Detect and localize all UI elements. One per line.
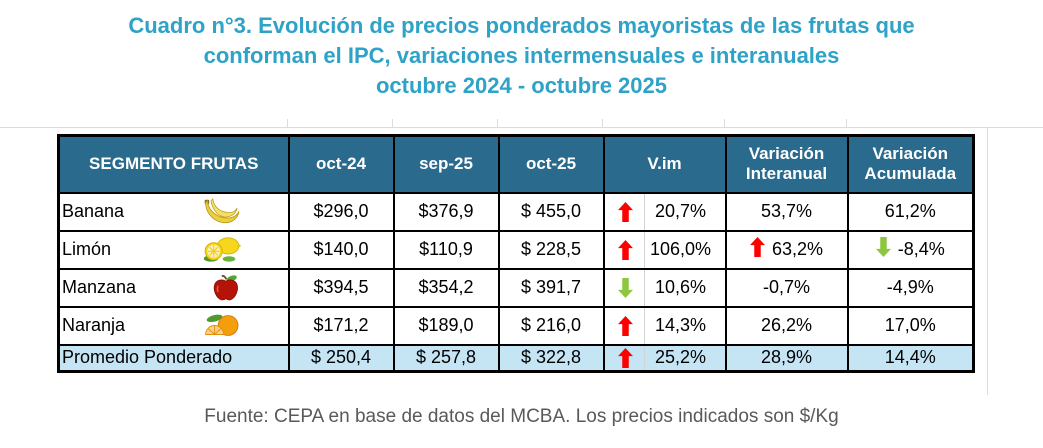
segment-cell: Banana <box>57 191 290 232</box>
price-cell: $ 322,8 <box>497 343 605 373</box>
orange-icon <box>202 312 242 339</box>
price-cell: $ 216,0 <box>497 305 605 346</box>
segment-name: Promedio Ponderado <box>62 347 233 368</box>
vim-value: 10,6% <box>654 277 707 297</box>
page-title: Cuadro n°3. Evolución de precios pondera… <box>0 11 1043 101</box>
price-cell: $171,2 <box>287 305 395 346</box>
price-cell: $394,5 <box>287 267 395 308</box>
segment-name: Banana <box>62 201 125 221</box>
segment-name: Limón <box>62 239 112 259</box>
variation-cell: 53,7% <box>724 191 849 232</box>
trend-up-icon <box>749 235 765 264</box>
spreadsheet-gridline <box>392 119 393 127</box>
spreadsheet-gridline <box>724 119 725 127</box>
variation-cell: 17,0% <box>846 305 975 346</box>
column-header: oct-24 <box>287 134 395 194</box>
prices-table: SEGMENTO FRUTAS oct-24 sep-25 oct-25 V.im Var… <box>57 134 975 373</box>
segment-cell: Naranja <box>57 305 290 346</box>
column-header: V.im <box>602 134 727 194</box>
trend-down-icon <box>875 235 891 264</box>
trend-up-icon <box>607 308 645 343</box>
column-header: Variación Interanual <box>724 134 849 194</box>
column-header: SEGMENTO FRUTAS <box>57 134 290 194</box>
table-row: Manzana $394,5 $354,2 $ 391,7 10,6% -0,7% -4,9… <box>57 267 975 308</box>
apple-icon <box>211 274 242 301</box>
vim-cell: 14,3% <box>602 305 727 346</box>
segment-cell: Promedio Ponderado <box>57 343 290 373</box>
trend-up-icon <box>607 194 645 229</box>
segment-name: Manzana <box>62 277 137 297</box>
variation-cell: 28,9% <box>724 343 849 373</box>
price-cell: $ 250,4 <box>287 343 395 373</box>
variation-cell: 26,2% <box>724 305 849 346</box>
title-line-3: octubre 2024 - octubre 2025 <box>375 73 667 98</box>
lemon-icon <box>202 236 242 263</box>
spreadsheet-gridline <box>0 127 1043 128</box>
variation-cell: -8,4% <box>846 229 975 270</box>
variation-cell: 14,4% <box>846 343 975 373</box>
price-cell: $110,9 <box>392 229 500 270</box>
table-header-row: SEGMENTO FRUTAS oct-24 sep-25 oct-25 V.im Var… <box>57 134 975 194</box>
price-cell: $354,2 <box>392 267 500 308</box>
spreadsheet-gridline <box>602 119 603 127</box>
spreadsheet-gridline <box>287 119 288 127</box>
spreadsheet-gridline <box>846 119 847 127</box>
trend-up-icon <box>607 232 645 267</box>
vim-value: 14,3% <box>654 315 707 335</box>
spreadsheet-gridline <box>497 119 498 127</box>
price-cell: $296,0 <box>287 191 395 232</box>
banana-icon <box>202 198 242 225</box>
segment-cell: Manzana <box>57 267 290 308</box>
vim-cell: 25,2% <box>602 343 727 373</box>
variation-cell: -0,7% <box>724 267 849 308</box>
variation-cell: 63,2% <box>724 229 849 270</box>
price-cell: $ 228,5 <box>497 229 605 270</box>
variation-value: -8,4% <box>897 239 945 259</box>
vim-value: 106,0% <box>649 239 712 259</box>
vim-cell: 10,6% <box>602 267 727 308</box>
table-row: Naranja $171,2 $189,0 $ 216,0 14,3% 26,2% 17,0… <box>57 305 975 346</box>
column-header: oct-25 <box>497 134 605 194</box>
summary-row: Promedio Ponderado $ 250,4 $ 257,8 $ 322,8 2… <box>57 343 975 373</box>
price-cell: $376,9 <box>392 191 500 232</box>
variation-cell: -4,9% <box>846 267 975 308</box>
price-cell: $140,0 <box>287 229 395 270</box>
source-note: Fuente: CEPA en base de datos del MCBA. … <box>204 406 839 427</box>
price-cell: $ 455,0 <box>497 191 605 232</box>
price-cell: $ 257,8 <box>392 343 500 373</box>
spreadsheet-gridline <box>987 127 988 395</box>
column-header: Variación Acumulada <box>846 134 975 194</box>
segment-name: Naranja <box>62 315 126 335</box>
vim-cell: 20,7% <box>602 191 727 232</box>
price-cell: $ 391,7 <box>497 267 605 308</box>
trend-up-icon <box>607 346 645 370</box>
column-header: sep-25 <box>392 134 500 194</box>
trend-down-icon <box>607 270 645 305</box>
table-row: Banana $296,0 $376,9 $ 455,0 20,7% 53,7% 61,2% <box>57 191 975 232</box>
variation-cell: 61,2% <box>846 191 975 232</box>
vim-value: 25,2% <box>654 347 707 368</box>
price-cell: $189,0 <box>392 305 500 346</box>
title-line-1: Cuadro n°3. Evolución de precios pondera… <box>128 13 915 38</box>
variation-value: 63,2% <box>771 239 824 259</box>
table-row: Limón $140,0 $110,9 $ 228,5 106,0% 63,2% -8,4% <box>57 229 975 270</box>
vim-cell: 106,0% <box>602 229 727 270</box>
title-line-2: conforman el IPC, variaciones intermensu… <box>203 43 840 68</box>
vim-value: 20,7% <box>654 201 707 221</box>
segment-cell: Limón <box>57 229 290 270</box>
